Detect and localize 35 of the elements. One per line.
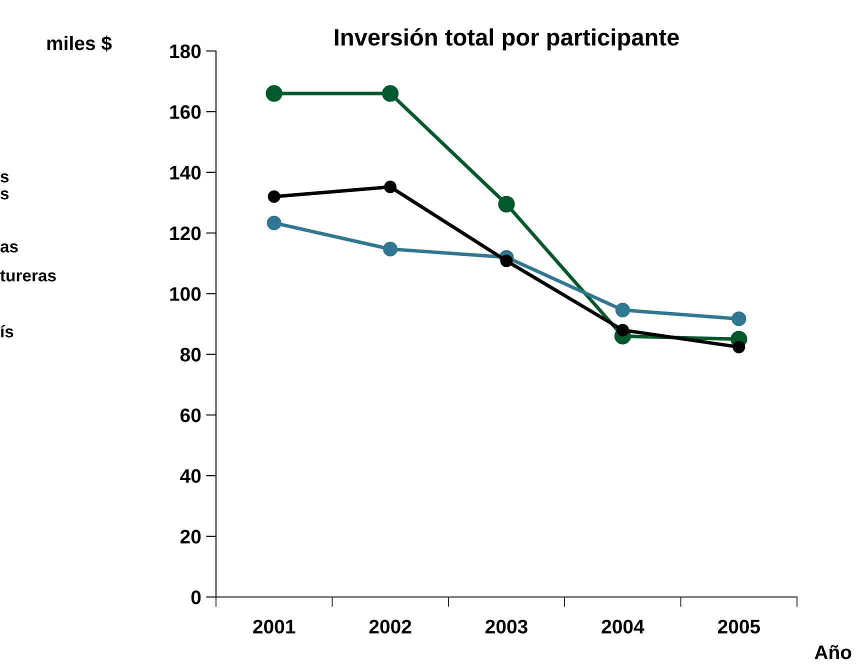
y-tick-label: 20 [180,530,201,544]
x-tick-label: 2003 [486,620,528,634]
y-tick-label: 160 [170,105,201,119]
y-tick-label: 140 [170,166,201,180]
text: s [0,190,9,200]
x-tick-label: 2005 [718,620,760,634]
text: as [0,243,18,252]
y-tick-label: 180 [170,44,201,58]
point [382,85,399,102]
point [732,312,746,326]
point [616,324,629,336]
x-tick-label: 2002 [369,620,412,634]
text: s [0,173,9,182]
x-tick-label: 2004 [602,620,644,634]
point [266,216,282,230]
chart-title: Inversión total por participante [334,28,679,50]
y-tick-label: 80 [180,348,201,362]
y-tick-label: 60 [180,408,201,422]
point [268,190,280,203]
point [732,340,746,354]
y-axis-title: miles $ [47,36,112,52]
point [615,302,630,318]
text: ís [0,325,14,338]
x-axis-title: Año [814,645,852,660]
point [500,254,513,268]
y-tick-label: 120 [170,226,201,240]
y-tick-label: 100 [170,287,201,301]
point [266,85,282,102]
point [498,196,515,213]
y-tick-label: 40 [180,469,201,483]
point [384,180,397,194]
point [383,242,398,256]
y-tick-label: 0 [191,590,201,604]
x-tick-label: 2001 [253,620,296,634]
text: tureras [0,270,56,282]
